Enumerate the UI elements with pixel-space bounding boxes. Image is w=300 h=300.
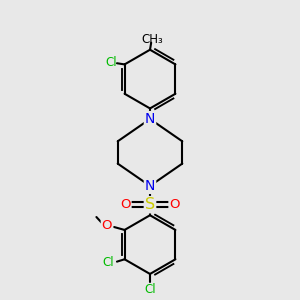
Text: O: O (102, 219, 112, 232)
Text: S: S (145, 197, 155, 212)
Text: Cl: Cl (102, 256, 114, 269)
Text: O: O (169, 198, 180, 211)
Text: O: O (120, 198, 130, 211)
Text: CH₃: CH₃ (142, 33, 163, 46)
Text: N: N (145, 179, 155, 193)
Text: Cl: Cl (106, 56, 118, 69)
Text: Cl: Cl (144, 283, 156, 296)
Text: N: N (145, 112, 155, 126)
